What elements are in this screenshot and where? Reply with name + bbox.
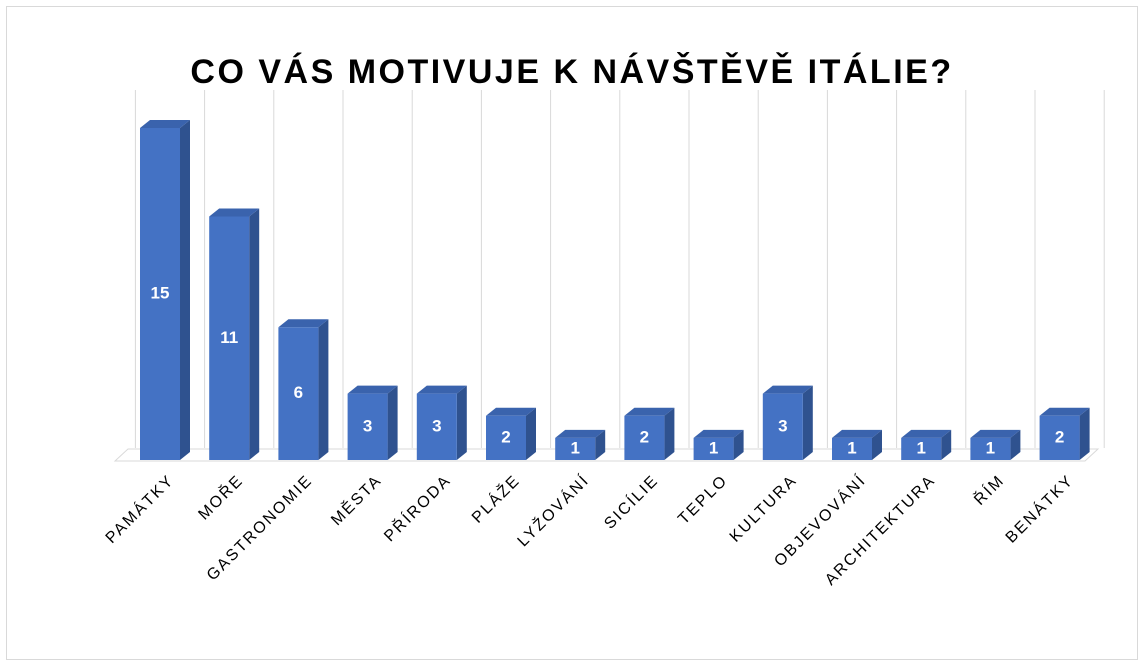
bar-front: [1039, 415, 1080, 460]
bar: [762, 385, 813, 460]
data-label: 1: [709, 438, 718, 457]
bar-side: [526, 407, 536, 460]
bar-front: [278, 327, 319, 460]
data-label: 1: [986, 438, 995, 457]
chart-title: CO VÁS MOTIVUJE K NÁVŠTĚVĚ ITÁLIE?: [190, 52, 953, 91]
bar-front: [140, 128, 180, 460]
data-label: 1: [916, 438, 925, 457]
bar-side: [872, 429, 882, 460]
bar-top: [624, 407, 675, 416]
bar-top: [416, 385, 467, 394]
bar-side: [733, 429, 744, 460]
bar-side: [802, 385, 813, 460]
data-label: 3: [778, 416, 787, 435]
bar: [347, 385, 398, 460]
bar: [555, 429, 606, 460]
bar-top: [555, 429, 606, 438]
bar-top: [347, 385, 398, 394]
data-label: 2: [501, 427, 510, 446]
bar: [970, 429, 1021, 460]
bar: [140, 120, 190, 460]
bar-side: [664, 407, 675, 460]
bar: [832, 429, 882, 460]
bar-side: [1010, 429, 1021, 460]
chart-border: [6, 6, 1138, 660]
bar-side: [456, 385, 467, 460]
bar-side: [180, 120, 190, 460]
bar-top: [970, 429, 1021, 438]
data-label: 15: [151, 283, 170, 302]
bar-front: [693, 437, 734, 460]
data-label: 11: [220, 328, 238, 347]
bar-top: [486, 407, 536, 416]
data-label: 6: [294, 383, 303, 402]
data-label: 3: [363, 416, 372, 435]
bar-front: [762, 393, 803, 460]
bar-top: [832, 429, 882, 438]
bar-top: [693, 429, 744, 438]
bar-front: [347, 393, 388, 460]
bar-top: [901, 429, 952, 438]
data-label: 1: [570, 438, 579, 457]
bar: [209, 208, 260, 460]
bar-front: [486, 415, 526, 460]
bar-side: [318, 319, 329, 460]
bar-top: [140, 120, 190, 128]
bar-top: [762, 385, 813, 394]
bar: [486, 407, 536, 460]
bar: [901, 429, 952, 460]
bar-top: [209, 208, 260, 217]
bar-front: [832, 437, 872, 460]
bar: [624, 407, 675, 460]
bar-front: [416, 393, 457, 460]
data-label: 2: [640, 427, 649, 446]
bar-front: [901, 437, 942, 460]
bar-top: [278, 319, 329, 328]
bar-side: [1079, 407, 1090, 460]
data-label: 2: [1055, 427, 1064, 446]
bar: [278, 319, 329, 460]
bar-front: [970, 437, 1011, 460]
bar: [416, 385, 467, 460]
bar-side: [387, 385, 398, 460]
data-label: 3: [432, 416, 441, 435]
bar-top: [1039, 407, 1090, 416]
bar: [1039, 407, 1090, 460]
bar-front: [209, 216, 250, 460]
bar-front: [624, 415, 665, 460]
bar: [693, 429, 744, 460]
data-label: 1: [847, 438, 856, 457]
bar-side: [595, 429, 606, 460]
bar-side: [249, 208, 260, 460]
bar-side: [941, 429, 952, 460]
bar-front: [555, 437, 596, 460]
